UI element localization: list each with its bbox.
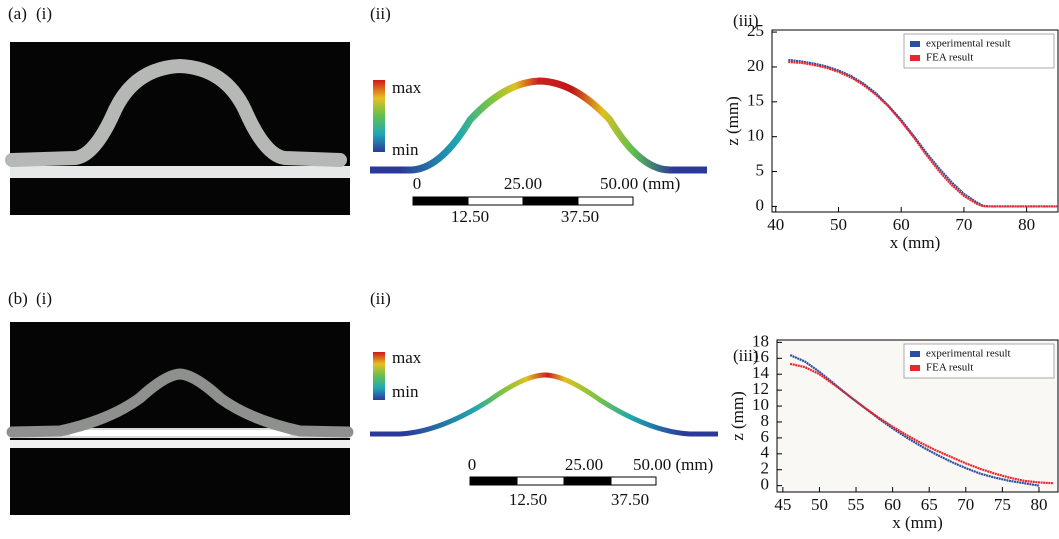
x-tick-label: 60 [884,495,901,514]
x-tick-label: 40 [767,215,784,234]
x-tick-label: 70 [955,215,972,234]
x-tick-label: 70 [957,495,974,514]
y-tick-label: 0 [761,475,770,494]
legend-label: experimental result [926,348,1011,360]
part-label: (ii) [370,4,391,23]
legend-label: FEA result [926,52,973,64]
colorbar [373,80,385,152]
colorbar-label: min [392,382,419,401]
x-tick-label: 50 [830,215,847,234]
x-tick-label: 65 [921,495,938,514]
fea-shape [370,372,718,437]
legend-swatch [910,41,920,47]
part-label: (iii) [733,11,759,30]
part-label: (ii) [370,289,391,308]
y-axis-label: z (mm) [728,391,747,441]
scale-label: 0 [413,174,422,193]
y-tick-label: 14 [752,363,770,382]
y-tick-label: 16 [752,347,769,366]
part-label: (i) [36,289,52,308]
legend-label: experimental result [926,38,1011,50]
y-axis-label: z (mm) [723,96,742,146]
legend-box [903,33,1055,69]
x-tick-label: 80 [1018,215,1035,234]
legend-swatch [910,55,920,61]
y-tick-label: 6 [761,427,770,446]
x-axis-label: x (mm) [892,513,943,532]
colorbar-label: max [392,348,422,367]
legend-swatch [910,365,920,371]
y-tick-label: 25 [747,21,764,40]
legend-label: FEA result [926,362,973,374]
legend-box [903,343,1055,379]
x-tick-label: 80 [1030,495,1047,514]
y-tick-label: 20 [747,56,764,75]
scale-label: 25.00 [504,174,542,193]
part-label: (iii) [733,346,759,365]
scale-label: 37.50 [561,207,599,226]
x-tick-label: 75 [994,495,1011,514]
fea-shape [370,77,707,174]
x-tick-label: 55 [848,495,865,514]
series-line [788,60,1058,208]
y-tick-label: 2 [761,459,770,478]
panel-label: (a) [8,4,27,23]
x-axis-label: x (mm) [890,233,941,252]
y-tick-label: 15 [747,91,764,110]
colorbar-label: min [392,140,419,159]
scale-label: 50.00 (mm) [600,174,680,193]
photo [6,322,354,515]
y-tick-label: 0 [756,195,765,214]
y-tick-label: 10 [747,126,764,145]
scale-label: 37.50 [611,490,649,509]
y-tick-label: 10 [752,395,769,414]
y-tick-label: 18 [752,331,769,350]
scale-bar [469,476,657,486]
x-tick-label: 50 [811,495,828,514]
series-line [789,362,1054,485]
panel-label: (b) [8,289,28,308]
colorbar [373,352,385,400]
scale-label: 12.50 [509,490,547,509]
x-tick-label: 45 [774,495,791,514]
y-tick-label: 4 [761,443,770,462]
scale-label: 50.00 (mm) [633,455,713,474]
y-tick-label: 5 [756,160,765,179]
y-tick-label: 8 [761,411,770,430]
part-label: (i) [36,4,52,23]
scale-label: 25.00 [565,455,603,474]
legend-swatch [910,351,920,357]
scale-label: 0 [468,455,477,474]
colorbar-label: max [392,78,422,97]
y-tick-label: 12 [752,379,769,398]
photo [5,42,350,215]
scale-bar [412,196,634,206]
scale-label: 12.50 [451,207,489,226]
x-tick-label: 60 [893,215,910,234]
